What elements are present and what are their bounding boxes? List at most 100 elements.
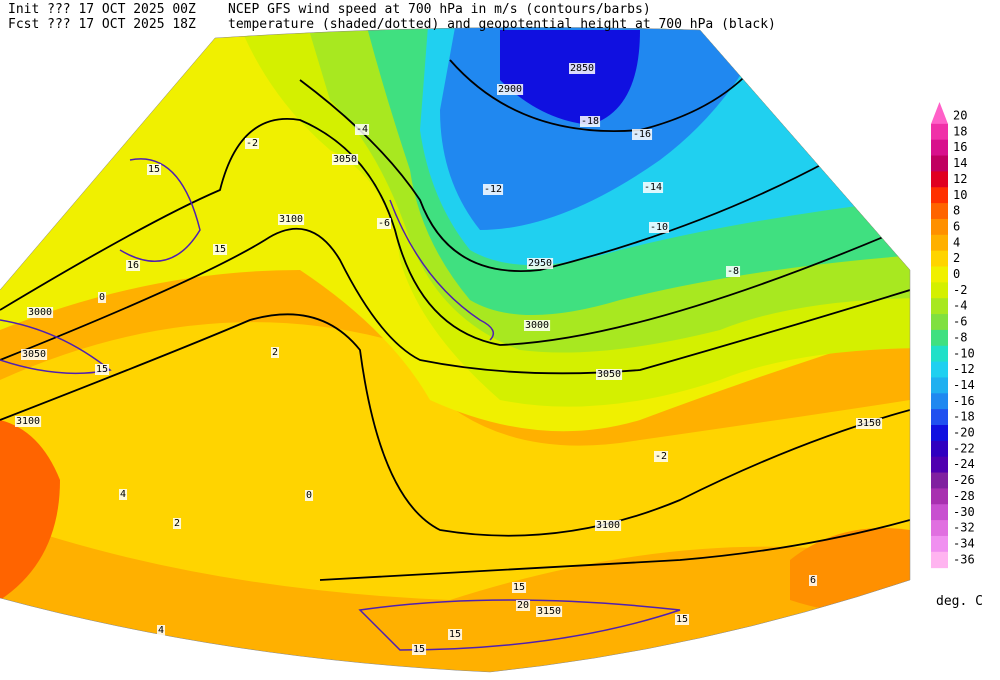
height-label: 3100 — [279, 214, 303, 225]
height-label: 2850 — [570, 63, 594, 74]
label-background — [512, 582, 527, 593]
label-background — [332, 154, 359, 165]
label-background — [569, 63, 596, 74]
colorbar-swatch — [931, 314, 948, 331]
height-label: 3100 — [596, 520, 620, 531]
colorbar-label: 0 — [953, 267, 960, 281]
colorbar-swatch — [931, 155, 948, 172]
temperature-label: 0 — [99, 292, 105, 303]
label-background — [675, 614, 690, 625]
wind-label: 15 — [96, 364, 108, 375]
colorbar-swatch — [931, 298, 948, 315]
colorbar-label: -30 — [953, 505, 975, 519]
colorbar-swatch — [931, 409, 948, 426]
colorbar-arrow — [931, 102, 948, 124]
label-background — [649, 222, 670, 233]
height-label: 2900 — [498, 84, 522, 95]
title: NCEP GFS wind speed at 700 hPa in m/s (c… — [228, 2, 651, 17]
temperature-label: -2 — [655, 451, 667, 462]
height-label: 3000 — [28, 307, 52, 318]
colorbar-label: -32 — [953, 521, 975, 535]
colorbar-label: -8 — [953, 330, 967, 344]
colorbar-swatch — [931, 234, 948, 252]
temperature-label: 6 — [810, 575, 816, 586]
colorbar-swatch — [931, 393, 948, 410]
colorbar-swatch — [931, 218, 948, 236]
temperature-label: -2 — [246, 138, 258, 149]
colorbar-swatch — [931, 266, 948, 283]
colorbar-label: 2 — [953, 251, 960, 265]
colorbar-label: 12 — [953, 172, 967, 186]
colorbar-label: 8 — [953, 204, 960, 218]
label-background — [305, 490, 314, 501]
height-label: 3050 — [597, 369, 621, 380]
colorbar-swatch — [931, 440, 948, 458]
label-background — [213, 244, 228, 255]
label-background — [377, 218, 392, 229]
temperature-label: 2 — [272, 347, 278, 358]
temperature-label: -14 — [644, 182, 662, 193]
label-background — [21, 349, 48, 360]
colorbar-label: 10 — [953, 188, 967, 202]
colorbar-swatch — [931, 187, 948, 204]
label-background — [643, 182, 664, 193]
colorbar-label: -26 — [953, 473, 975, 487]
label-background — [856, 418, 883, 429]
colorbar-label: -6 — [953, 315, 967, 329]
label-background — [527, 258, 554, 269]
label-background — [632, 129, 653, 140]
label-background — [412, 644, 427, 655]
colorbar-swatch — [931, 282, 948, 299]
label-background — [809, 575, 818, 586]
label-background — [98, 292, 107, 303]
wind-label: 15 — [148, 164, 160, 175]
height-label: 3150 — [537, 606, 561, 617]
temperature-label: -16 — [633, 129, 651, 140]
colorbar-label: -4 — [953, 299, 967, 313]
colorbar-label: -22 — [953, 441, 975, 455]
subtitle: temperature (shaded/dotted) and geopoten… — [228, 17, 776, 32]
label-background — [448, 629, 463, 640]
colorbar-swatch — [931, 250, 948, 267]
colorbar-swatch — [931, 520, 948, 537]
init-time: Init ??? 17 OCT 2025 00Z — [8, 2, 196, 17]
label-background — [245, 138, 260, 149]
temperature-label: -4 — [356, 124, 368, 135]
label-background — [119, 489, 128, 500]
colorbar-swatch — [931, 203, 948, 220]
label-background — [126, 260, 141, 271]
colorbar-label: -24 — [953, 457, 975, 471]
temperature-label: 4 — [120, 489, 126, 500]
label-background — [497, 84, 524, 95]
colorbar-swatch — [931, 171, 948, 188]
colorbar-swatch — [931, 425, 948, 442]
colorbar-swatch — [931, 472, 948, 489]
colorbar-label: -10 — [953, 346, 975, 360]
label-background — [536, 606, 563, 617]
colorbar-unit: deg. C — [936, 594, 983, 609]
colorbar-label: 18 — [953, 124, 967, 138]
height-label: 2950 — [528, 258, 552, 269]
colorbar-label: -16 — [953, 394, 975, 408]
temperature-label: -10 — [650, 222, 668, 233]
colorbar-label: -14 — [953, 378, 975, 392]
label-background — [147, 164, 162, 175]
temperature-label: 2 — [174, 518, 180, 529]
height-label: 3050 — [333, 154, 357, 165]
colorbar-label: -18 — [953, 410, 975, 424]
wind-label: 15 — [513, 582, 525, 593]
height-contours — [0, 59, 910, 581]
colorbar-label: -2 — [953, 283, 967, 297]
label-background — [27, 307, 54, 318]
map-border — [0, 27, 911, 673]
colorbar-swatch — [931, 488, 948, 505]
colorbar-swatch — [931, 139, 948, 157]
temperature-label: 4 — [158, 625, 164, 636]
temperature-label: -18 — [581, 116, 599, 127]
colorbar-label: 4 — [953, 235, 960, 249]
wind-label: 15 — [676, 614, 688, 625]
colorbar-swatch — [931, 361, 948, 378]
colorbar-swatch — [931, 123, 948, 141]
